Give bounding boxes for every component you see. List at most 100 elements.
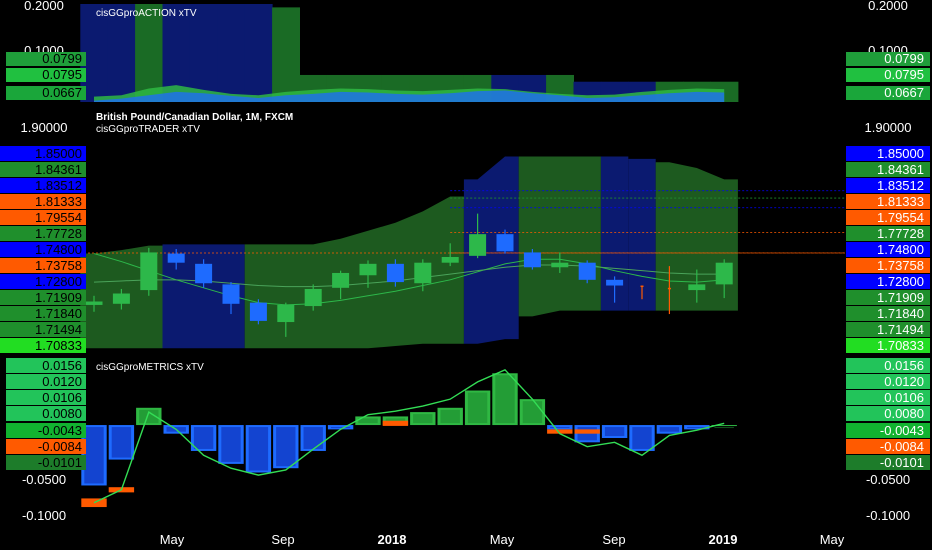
left-price-tag: 1.72800 <box>35 274 82 289</box>
metrics-bar-inner <box>604 427 625 436</box>
right-price-tag-bg <box>846 455 930 470</box>
left-price-tag-bg <box>6 406 86 421</box>
right-price-tag: 0.0120 <box>884 374 924 389</box>
left-price-tag: 0.0667 <box>42 85 82 100</box>
moving-average-line <box>93 253 725 306</box>
right-price-tag-bg <box>846 439 930 454</box>
right-tick-label: 1.90000 <box>865 120 912 135</box>
right-price-tag-bg <box>846 210 930 225</box>
metrics-bar-inner <box>467 392 488 424</box>
candle-body <box>496 234 514 252</box>
time-axis-label: May <box>820 532 845 547</box>
candle-body <box>304 288 322 307</box>
right-price-tag: 0.0795 <box>884 67 924 82</box>
trader-regime-band <box>628 158 656 311</box>
left-price-tag-bg <box>0 338 86 353</box>
right-price-tag: 1.74800 <box>877 242 924 257</box>
right-price-tag-bg <box>846 406 930 421</box>
left-price-tag: 1.79554 <box>35 210 82 225</box>
right-price-tag: -0.0084 <box>880 439 924 454</box>
candle-body <box>551 262 569 268</box>
trader-regime-band <box>244 196 464 349</box>
left-price-tag-bg <box>6 358 86 373</box>
right-price-tag: 1.70833 <box>877 338 924 353</box>
action-bg-column <box>272 7 300 102</box>
trader-pane <box>80 156 845 349</box>
action-area-blue <box>94 90 725 102</box>
left-price-tag: 0.0120 <box>42 374 82 389</box>
trader-regime-band <box>518 156 601 317</box>
candle-body <box>359 263 377 276</box>
metrics-bar-inner <box>550 427 570 429</box>
metrics-bar-inner <box>221 427 241 462</box>
time-axis-label: Sep <box>602 532 625 547</box>
left-price-tag: 0.0106 <box>42 390 82 405</box>
metrics-bar-inner <box>193 427 214 449</box>
time-axis-label: 2018 <box>378 532 407 547</box>
right-price-tag-bg <box>846 322 930 337</box>
left-price-tag-bg <box>0 242 86 257</box>
left-price-tag-bg <box>0 322 86 337</box>
left-price-tag-bg <box>6 439 86 454</box>
right-price-axis[interactable]: 0.20000.10001.90000-0.0500-0.10000.07990… <box>846 0 930 523</box>
action-pane <box>80 4 739 102</box>
candle-body <box>715 262 733 285</box>
left-tick-label: 0.2000 <box>24 0 64 13</box>
right-price-tag: 1.71909 <box>877 290 924 305</box>
metrics-bar-inner <box>632 427 652 449</box>
right-price-tag: 0.0799 <box>884 51 924 66</box>
right-price-tag: 1.72800 <box>877 274 924 289</box>
left-price-tag-bg <box>0 290 86 305</box>
metrics-bar-inner <box>330 427 351 429</box>
left-price-tag-bg <box>6 455 86 470</box>
left-price-tag: 1.84361 <box>35 162 82 177</box>
metrics-extreme <box>382 420 409 426</box>
metrics-bar-inner <box>111 427 132 458</box>
trader-pane-title: British Pound/Canadian Dollar, 1M, FXCM <box>96 112 293 123</box>
right-price-tag: 0.0080 <box>884 406 924 421</box>
metrics-bar-inner <box>276 427 296 467</box>
action-bg-column <box>217 4 246 102</box>
left-price-tag: 1.70833 <box>35 338 82 353</box>
left-price-tag: 1.74800 <box>35 242 82 257</box>
metrics-bar-inner <box>687 427 707 429</box>
left-price-tag-bg <box>6 423 86 438</box>
left-price-tag: 1.83512 <box>35 178 82 193</box>
left-price-tag-bg <box>0 306 86 321</box>
candle-body <box>523 252 541 268</box>
metrics-bar-inner <box>358 418 378 424</box>
left-price-tag: 0.0080 <box>42 406 82 421</box>
metrics-extreme <box>547 429 573 434</box>
right-price-tag-bg <box>846 194 930 209</box>
right-price-tag: 0.0106 <box>884 390 924 405</box>
right-price-tag-bg <box>846 358 930 373</box>
left-price-tag: 0.0156 <box>42 358 82 373</box>
candle-body <box>112 293 130 304</box>
right-tick-label: -0.1000 <box>866 508 910 523</box>
candle-body <box>332 272 350 288</box>
candle-body <box>441 256 459 263</box>
right-price-tag-bg <box>846 338 930 353</box>
metrics-bar-inner <box>248 427 269 471</box>
metrics-signal-line <box>93 368 725 504</box>
right-price-tag: 1.79554 <box>877 210 924 225</box>
left-price-tag-bg <box>0 226 86 241</box>
left-price-tag-bg <box>0 274 86 289</box>
right-price-tag: 1.77728 <box>877 226 924 241</box>
left-price-tag: 0.0799 <box>42 51 82 66</box>
metrics-bar-inner <box>84 427 104 484</box>
right-price-tag-bg <box>846 258 930 273</box>
candle-body <box>606 279 624 286</box>
left-price-tag: 1.71494 <box>35 322 82 337</box>
left-price-tag-bg <box>0 162 86 177</box>
action-bg-column <box>244 4 273 102</box>
candle-body <box>277 304 295 323</box>
candle-body <box>140 252 158 291</box>
right-tick-label: 0.2000 <box>868 0 908 13</box>
right-price-tag-bg <box>846 242 930 257</box>
right-price-tag-bg <box>846 162 930 177</box>
right-price-tag: 0.0156 <box>884 358 924 373</box>
time-axis[interactable]: May Sep 2018 May Sep 2019 May <box>160 532 845 547</box>
left-price-tag-bg <box>6 52 86 66</box>
